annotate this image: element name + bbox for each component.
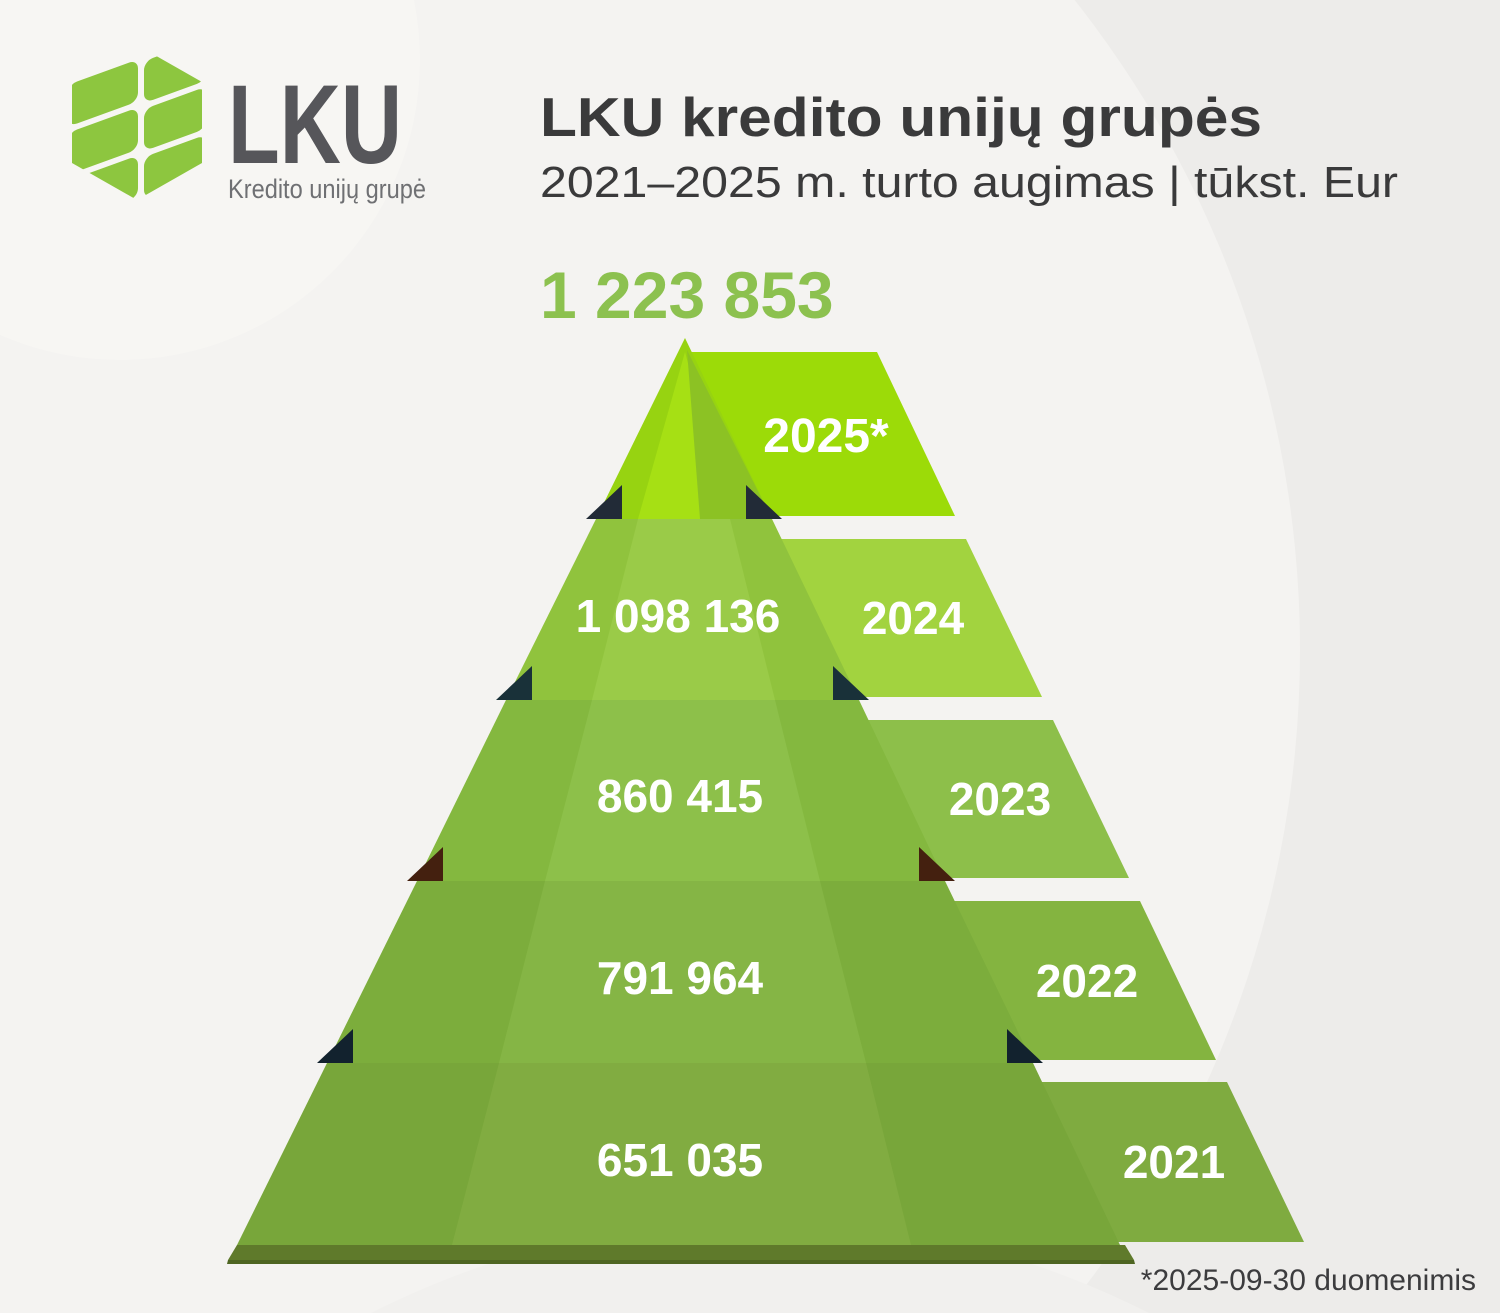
logo-brick bbox=[144, 89, 202, 149]
pyramid-base bbox=[228, 1245, 1134, 1260]
year-label-2022: 2022 bbox=[1036, 955, 1138, 1007]
lku-tagline: Kredito unijų grupė bbox=[228, 174, 426, 204]
pyramid-band-2021-highlight bbox=[452, 1063, 911, 1245]
pyramid-band-2025-shade bbox=[687, 350, 772, 519]
year-tab-2023 bbox=[862, 720, 1129, 878]
logo-brick bbox=[72, 62, 138, 125]
year-tab-2024 bbox=[775, 539, 1042, 697]
value-label-2021: 651 035 bbox=[597, 1134, 763, 1186]
pyramid-chart: 1 223 853 1 098 136 860 415 791 964 651 … bbox=[227, 258, 1304, 1264]
value-label-2023: 860 415 bbox=[597, 770, 763, 822]
year-tab-2021 bbox=[1036, 1082, 1304, 1242]
fold-wedge bbox=[1007, 1029, 1043, 1063]
value-label-2025: 1 223 853 bbox=[540, 258, 834, 332]
year-label-2025: 2025* bbox=[763, 410, 889, 463]
fold-wedge bbox=[407, 847, 443, 881]
fold-wedge bbox=[919, 847, 955, 881]
fold-wedge bbox=[833, 666, 869, 700]
lku-wordmark: LKU bbox=[228, 62, 402, 187]
pyramid-band-2022-highlight bbox=[499, 881, 866, 1063]
page-subtitle: 2021–2025 m. turto augimas | tūkst. Eur bbox=[540, 158, 1398, 207]
pyramid-base-edge bbox=[227, 1260, 1135, 1264]
fold-wedge bbox=[586, 485, 622, 519]
year-label-2021: 2021 bbox=[1123, 1136, 1225, 1188]
year-label-2024: 2024 bbox=[862, 592, 965, 644]
logo-brick bbox=[72, 110, 138, 173]
fold-wedge bbox=[746, 485, 782, 519]
year-label-2023: 2023 bbox=[949, 773, 1051, 825]
value-label-2024: 1 098 136 bbox=[576, 590, 781, 642]
header: LKU kredito unijų grupės 2021–2025 m. tu… bbox=[540, 86, 1398, 207]
year-tab-2025 bbox=[686, 352, 955, 516]
pyramid-band-2024-highlight bbox=[592, 519, 775, 700]
value-label-2022: 791 964 bbox=[597, 952, 764, 1004]
fold-wedge bbox=[496, 666, 532, 700]
footnote: *2025-09-30 duomenimis bbox=[1141, 1264, 1476, 1297]
year-tab-2022 bbox=[949, 901, 1216, 1060]
pyramid-band-2023-highlight bbox=[545, 700, 820, 881]
fold-wedge bbox=[317, 1029, 353, 1063]
page-title: LKU kredito unijų grupės bbox=[540, 86, 1262, 148]
